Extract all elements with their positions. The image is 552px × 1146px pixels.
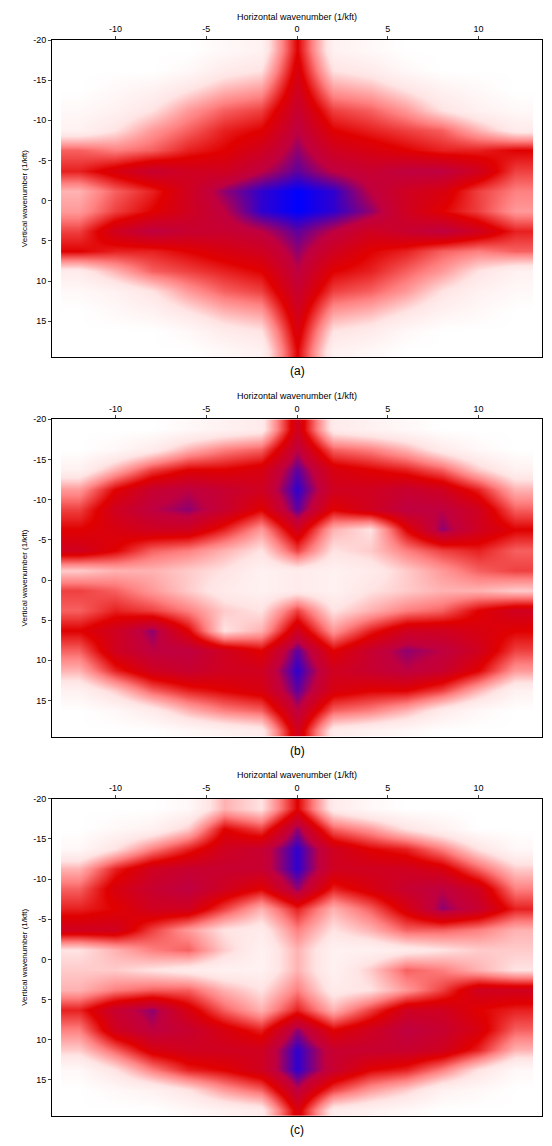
svg-text:Vertical wavenumber (1/kft): Vertical wavenumber (1/kft)	[20, 150, 29, 247]
svg-text:-10: -10	[33, 115, 46, 125]
svg-text:5: 5	[385, 783, 390, 793]
svg-text:(a): (a)	[290, 364, 305, 378]
svg-text:Horizontal wavenumber (1/kft): Horizontal wavenumber (1/kft)	[237, 391, 357, 401]
svg-text:-5: -5	[38, 156, 46, 166]
svg-text:Horizontal wavenumber (1/kft): Horizontal wavenumber (1/kft)	[237, 770, 357, 780]
svg-text:-15: -15	[33, 834, 46, 844]
svg-text:-20: -20	[33, 794, 46, 804]
svg-text:Vertical wavenumber (1/kft): Vertical wavenumber (1/kft)	[20, 909, 29, 1006]
svg-text:-5: -5	[202, 24, 210, 34]
svg-text:Vertical wavenumber (1/kft): Vertical wavenumber (1/kft)	[20, 529, 29, 626]
svg-text:Horizontal wavenumber (1/kft): Horizontal wavenumber (1/kft)	[237, 12, 357, 22]
svg-text:(c): (c)	[290, 1123, 304, 1137]
svg-text:0: 0	[41, 575, 46, 585]
svg-text:-10: -10	[109, 783, 122, 793]
svg-text:-5: -5	[38, 914, 46, 924]
svg-text:10: 10	[36, 276, 46, 286]
svg-text:15: 15	[36, 1075, 46, 1085]
svg-text:0: 0	[41, 954, 46, 964]
svg-text:-10: -10	[109, 24, 122, 34]
svg-text:5: 5	[385, 404, 390, 414]
svg-text:15: 15	[36, 696, 46, 706]
svg-text:0: 0	[41, 196, 46, 206]
svg-text:5: 5	[41, 236, 46, 246]
svg-text:10: 10	[36, 655, 46, 665]
svg-text:15: 15	[36, 316, 46, 326]
svg-text:0: 0	[294, 24, 299, 34]
svg-text:-10: -10	[33, 495, 46, 505]
svg-text:(b): (b)	[290, 744, 305, 758]
svg-text:-5: -5	[202, 783, 210, 793]
svg-text:-5: -5	[202, 404, 210, 414]
svg-text:10: 10	[473, 404, 483, 414]
svg-text:-10: -10	[33, 874, 46, 884]
svg-text:5: 5	[41, 615, 46, 625]
svg-text:-15: -15	[33, 75, 46, 85]
svg-text:-20: -20	[33, 414, 46, 424]
svg-text:-10: -10	[109, 404, 122, 414]
svg-text:-15: -15	[33, 455, 46, 465]
svg-text:5: 5	[385, 24, 390, 34]
svg-text:-5: -5	[38, 535, 46, 545]
svg-text:10: 10	[36, 1035, 46, 1045]
svg-text:5: 5	[41, 995, 46, 1005]
svg-text:-20: -20	[33, 35, 46, 45]
svg-text:0: 0	[294, 783, 299, 793]
svg-text:10: 10	[473, 783, 483, 793]
svg-text:0: 0	[294, 404, 299, 414]
svg-text:10: 10	[473, 24, 483, 34]
